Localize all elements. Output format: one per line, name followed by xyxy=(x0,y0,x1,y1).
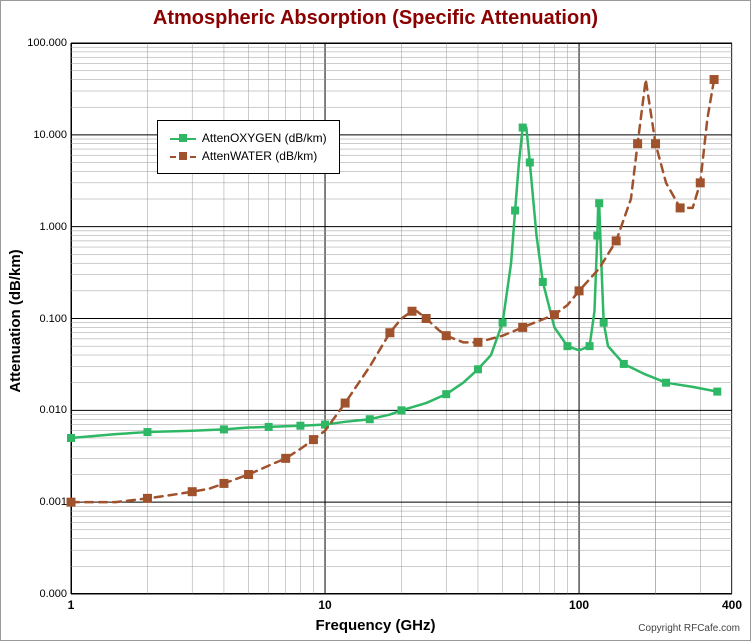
legend-label: AttenOXYGEN (dB/km) xyxy=(202,131,327,145)
series-marker-attenwater xyxy=(341,399,349,407)
legend-entry: AttenWATER (dB/km) xyxy=(170,147,327,165)
series-marker-attenoxygen xyxy=(663,379,670,386)
series-marker-attenoxygen xyxy=(398,407,405,414)
x-tick-label: 400 xyxy=(722,594,742,612)
series-marker-attenwater xyxy=(245,471,253,479)
series-marker-attenwater xyxy=(408,307,416,315)
series-marker-attenoxygen xyxy=(564,343,571,350)
series-marker-attenwater xyxy=(282,454,290,462)
series-marker-attenwater xyxy=(519,323,527,331)
series-marker-attenoxygen xyxy=(474,366,481,373)
series-marker-attenoxygen xyxy=(620,360,627,367)
series-marker-attenwater xyxy=(474,338,482,346)
series-marker-attenwater xyxy=(710,76,718,84)
series-marker-attenwater xyxy=(612,237,620,245)
series-marker-attenoxygen xyxy=(366,416,373,423)
legend-label: AttenWATER (dB/km) xyxy=(202,149,317,163)
series-marker-attenoxygen xyxy=(144,429,151,436)
x-tick-label: 100 xyxy=(569,594,589,612)
x-tick-label: 1 xyxy=(68,594,75,612)
series-marker-attenoxygen xyxy=(586,343,593,350)
series-marker-attenwater xyxy=(575,287,583,295)
chart-root: Atmospheric Absorption (Specific Attenua… xyxy=(0,0,751,641)
x-axis-label: Frequency (GHz) xyxy=(315,617,435,634)
y-tick-label: 0.010 xyxy=(39,404,71,416)
series-marker-attenwater xyxy=(143,494,151,502)
series-marker-attenwater xyxy=(696,179,704,187)
series-marker-attenwater xyxy=(422,315,430,323)
legend: AttenOXYGEN (dB/km) AttenWATER (dB/km) xyxy=(157,120,340,174)
series-marker-attenoxygen xyxy=(68,434,75,441)
series-marker-attenoxygen xyxy=(499,319,506,326)
series-marker-attenwater xyxy=(386,329,394,337)
plot-area: 0.0000.0010.0100.1001.00010.000100.00011… xyxy=(71,43,732,594)
x-tick-label: 10 xyxy=(318,594,331,612)
series-marker-attenoxygen xyxy=(512,207,519,214)
series-marker-attenoxygen xyxy=(519,124,526,131)
series-marker-attenwater xyxy=(676,204,684,212)
series-marker-attenoxygen xyxy=(539,278,546,285)
chart-title: Atmospheric Absorption (Specific Attenua… xyxy=(1,7,750,30)
y-tick-label: 0.001 xyxy=(39,496,71,508)
y-tick-label: 0.000 xyxy=(39,588,71,600)
series-marker-attenoxygen xyxy=(443,391,450,398)
series-marker-attenoxygen xyxy=(600,319,607,326)
series-marker-attenwater xyxy=(309,436,317,444)
series-marker-attenwater xyxy=(188,488,196,496)
series-marker-attenwater xyxy=(442,332,450,340)
series-marker-attenwater xyxy=(652,140,660,148)
series-marker-attenoxygen xyxy=(526,159,533,166)
y-tick-label: 100.000 xyxy=(27,37,71,49)
legend-entry: AttenOXYGEN (dB/km) xyxy=(170,129,327,147)
y-tick-label: 10.000 xyxy=(33,129,71,141)
series-marker-attenoxygen xyxy=(594,232,601,239)
series-marker-attenoxygen xyxy=(265,423,272,430)
y-axis-label: Attenuation (dB/km) xyxy=(7,249,24,392)
y-tick-label: 1.000 xyxy=(39,221,71,233)
series-marker-attenwater xyxy=(220,479,228,487)
copyright-text: Copyright RFCafe.com xyxy=(638,623,740,634)
y-tick-label: 0.100 xyxy=(39,313,71,325)
series-marker-attenoxygen xyxy=(596,200,603,207)
series-marker-attenoxygen xyxy=(714,388,721,395)
series-marker-attenoxygen xyxy=(220,426,227,433)
series-marker-attenwater xyxy=(550,311,558,319)
series-marker-attenwater xyxy=(634,140,642,148)
series-marker-attenoxygen xyxy=(297,422,304,429)
